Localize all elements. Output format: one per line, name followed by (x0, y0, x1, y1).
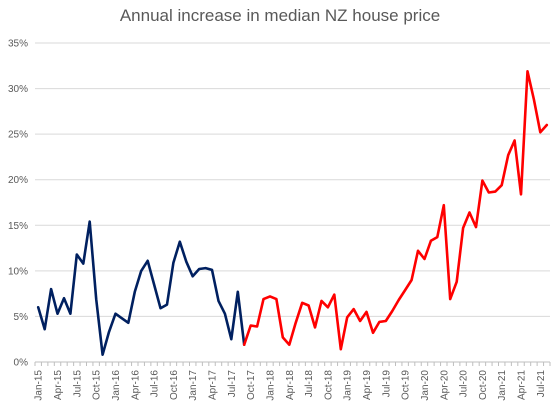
x-tick-label: Jan-19 (343, 370, 354, 401)
x-tick-label: Apr-15 (53, 370, 64, 400)
x-tick-label: Jan-16 (111, 370, 122, 401)
x-tick-label: Apr-16 (130, 370, 141, 400)
x-tick-label: Oct-17 (246, 370, 257, 400)
y-tick-label: 20% (8, 175, 28, 186)
x-tick-label: Apr-21 (517, 370, 528, 400)
x-tick-label: Jul-18 (304, 370, 315, 398)
x-tick-label: Oct-15 (92, 370, 103, 400)
x-tick-label: Jul-17 (227, 370, 238, 398)
x-tick-label: Apr-19 (362, 370, 373, 400)
x-tick-label: Jan-17 (188, 370, 199, 401)
series-line-red (242, 70, 549, 351)
chart-title: Annual increase in median NZ house price (119, 6, 441, 25)
x-tick-label: Jan-15 (34, 370, 45, 401)
x-tick-label: Jul-19 (381, 370, 392, 398)
x-tick-label: Apr-17 (208, 370, 219, 400)
x-tick-label: Apr-20 (439, 370, 450, 400)
x-tick-label: Jul-21 (536, 370, 547, 398)
y-tick-label: 0% (14, 358, 29, 369)
x-tick-label: Oct-16 (169, 370, 180, 400)
y-tick-label: 25% (8, 130, 28, 141)
x-tick-label: Jul-16 (150, 370, 161, 398)
y-tick-label: 10% (8, 266, 28, 277)
x-tick-label: Jan-21 (497, 370, 508, 401)
x-tick-label: Jan-18 (265, 370, 276, 401)
y-tick-label: 5% (14, 312, 29, 323)
x-tick-label: Apr-18 (285, 370, 296, 400)
x-tick-label: Jul-20 (459, 370, 470, 398)
y-tick-label: 35% (8, 39, 28, 50)
x-tick-label: Oct-18 (323, 370, 334, 400)
x-tick-label: Jul-15 (72, 370, 83, 398)
series-line-blue (36, 220, 246, 357)
y-tick-label: 15% (8, 221, 28, 232)
x-tick-label: Oct-19 (401, 370, 412, 400)
x-tick-label: Jan-20 (420, 370, 431, 401)
x-tick-label: Oct-20 (478, 370, 489, 400)
y-tick-label: 30% (8, 84, 28, 95)
